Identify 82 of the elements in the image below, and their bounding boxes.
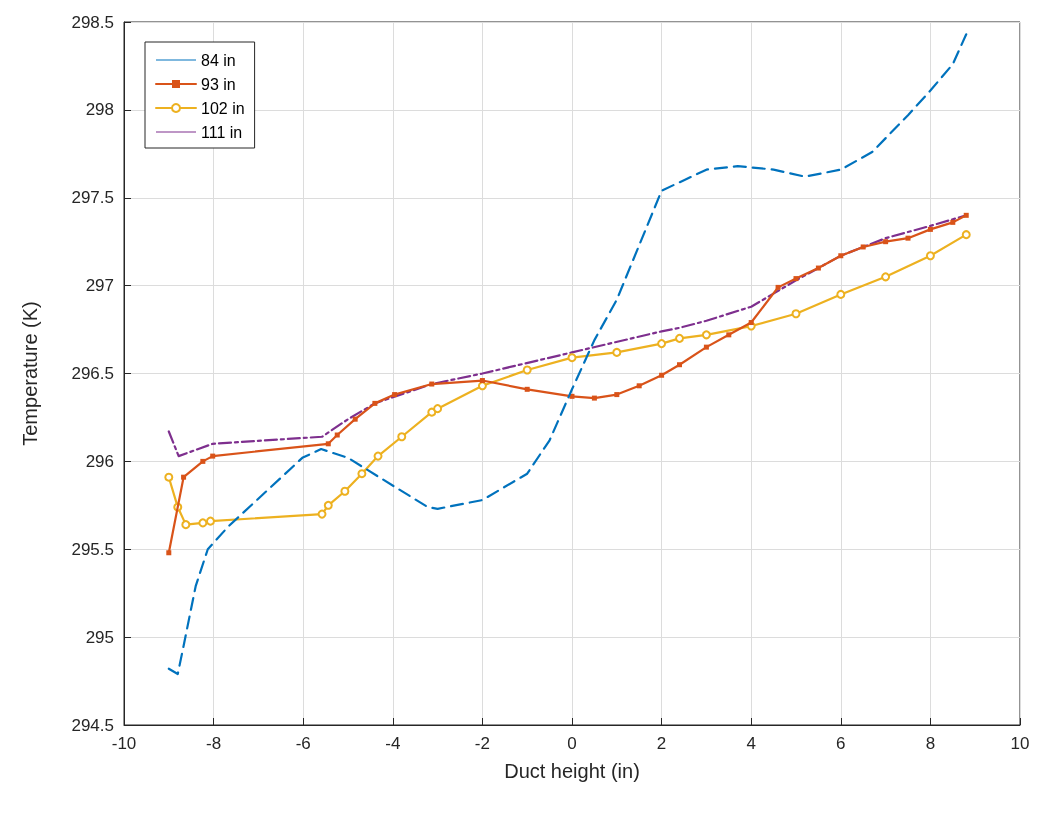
point bbox=[524, 386, 530, 392]
y-tick-label: 294.5 bbox=[71, 715, 114, 735]
x-tick-label: 10 bbox=[1010, 734, 1030, 753]
x-tick-label: -6 bbox=[295, 734, 311, 753]
y-tick-label: 298 bbox=[85, 100, 114, 120]
point bbox=[675, 333, 685, 343]
y-tick-label: 296 bbox=[85, 451, 114, 471]
point bbox=[905, 235, 911, 241]
y-tick-label: 295 bbox=[85, 627, 114, 647]
line-series bbox=[167, 33, 968, 676]
point bbox=[334, 432, 340, 438]
legend-label: 111 in bbox=[201, 123, 243, 141]
point bbox=[726, 332, 732, 338]
point bbox=[477, 381, 487, 391]
legend-label: 102 in bbox=[201, 99, 245, 117]
point bbox=[181, 474, 187, 480]
point bbox=[198, 518, 208, 528]
point bbox=[340, 486, 350, 496]
point bbox=[775, 284, 781, 290]
point bbox=[352, 416, 358, 422]
y-tick-label: 298.5 bbox=[71, 12, 114, 32]
point bbox=[963, 212, 969, 218]
point bbox=[838, 253, 844, 259]
y-axis-title: Temperature (K) bbox=[19, 301, 41, 446]
point bbox=[591, 395, 597, 401]
point bbox=[836, 289, 846, 299]
point bbox=[479, 378, 485, 384]
point bbox=[961, 230, 971, 240]
x-tick-label: 8 bbox=[925, 734, 936, 753]
point bbox=[433, 404, 443, 414]
point bbox=[181, 520, 191, 530]
point bbox=[881, 272, 891, 282]
point bbox=[950, 219, 956, 225]
point bbox=[569, 393, 575, 399]
point bbox=[205, 516, 215, 526]
x-tick-label: 4 bbox=[746, 734, 756, 753]
point bbox=[325, 441, 331, 447]
point bbox=[883, 239, 889, 245]
point bbox=[701, 330, 711, 340]
point bbox=[357, 469, 367, 479]
point bbox=[200, 458, 206, 464]
point bbox=[166, 550, 172, 556]
y-tick-label: 295.5 bbox=[71, 539, 114, 559]
x-tick-label: 6 bbox=[836, 734, 846, 753]
y-tick-label: 297.5 bbox=[71, 188, 114, 208]
point bbox=[748, 320, 754, 326]
point bbox=[164, 472, 174, 482]
x-axis-title: Duct height (in) bbox=[504, 760, 640, 782]
point bbox=[860, 244, 866, 250]
x-tick-label: -8 bbox=[206, 734, 222, 753]
point bbox=[429, 381, 435, 387]
point bbox=[793, 276, 799, 282]
point bbox=[659, 372, 665, 378]
point bbox=[815, 265, 821, 271]
x-tick-label: 0 bbox=[567, 734, 577, 753]
point bbox=[373, 451, 383, 461]
point bbox=[791, 309, 801, 319]
point bbox=[392, 392, 398, 398]
point bbox=[703, 344, 709, 350]
point bbox=[210, 453, 216, 459]
point bbox=[927, 226, 933, 232]
point bbox=[427, 407, 437, 417]
point bbox=[522, 365, 532, 375]
point bbox=[657, 339, 667, 349]
point bbox=[614, 392, 620, 398]
point bbox=[567, 353, 577, 363]
point bbox=[397, 432, 407, 442]
point bbox=[317, 509, 327, 519]
point bbox=[925, 251, 935, 261]
point bbox=[636, 383, 642, 389]
x-tick-label: -2 bbox=[474, 734, 490, 753]
point bbox=[612, 347, 622, 357]
x-tick-label: 2 bbox=[656, 734, 667, 753]
point bbox=[323, 500, 333, 510]
y-tick-label: 297 bbox=[85, 276, 114, 296]
point bbox=[677, 362, 683, 368]
legend-label: 93 in bbox=[201, 75, 236, 93]
legend-label: 84 in bbox=[201, 51, 236, 69]
y-tick-label: 296.5 bbox=[71, 364, 114, 383]
x-tick-label: -10 bbox=[111, 734, 137, 753]
x-tick-label: -4 bbox=[385, 734, 401, 753]
point bbox=[372, 400, 378, 406]
